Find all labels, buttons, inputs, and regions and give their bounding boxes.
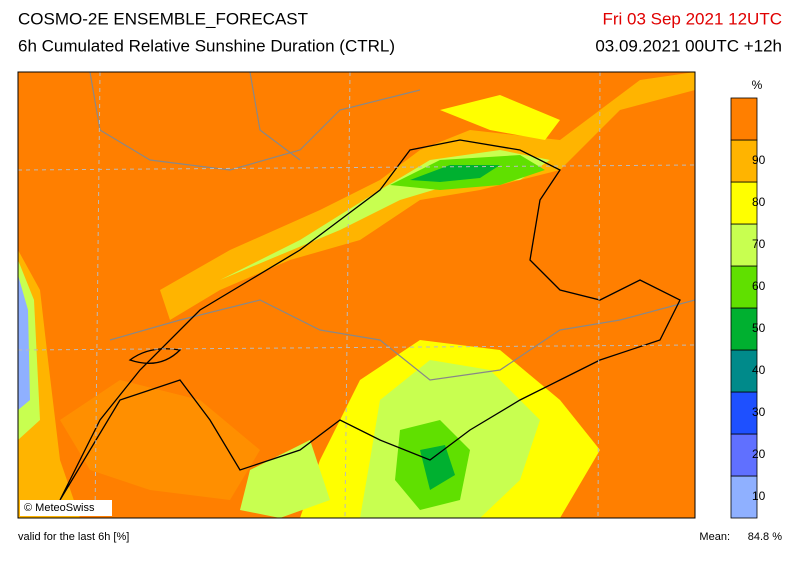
footer-note: valid for the last 6h [%] (18, 531, 129, 543)
title: COSMO-2E ENSEMBLE_FORECAST (18, 9, 308, 28)
colorbar-bin (730, 433, 758, 477)
colorbar: % 10 20 30 40 50 60 70 80 90 (730, 78, 766, 519)
colorbar-bin (730, 391, 758, 435)
colorbar-tick-label: 10 (752, 489, 766, 503)
map-credit: © MeteoSwiss (24, 502, 95, 514)
colorbar-tick-label: 40 (752, 363, 766, 377)
mean-value: 84.8 % (748, 531, 782, 543)
colorbar-bin (730, 307, 758, 351)
run-time: 03.09.2021 00UTC +12h (595, 36, 782, 55)
colorbar-tick-label: 50 (752, 321, 766, 335)
map: © MeteoSwiss (17, 71, 696, 519)
colorbar-bin (730, 97, 758, 141)
valid-time: Fri 03 Sep 2021 12UTC (602, 9, 782, 28)
colorbar-tick-label: 20 (752, 447, 766, 461)
colorbar-tick-label: 30 (752, 405, 766, 419)
colorbar-bin (730, 223, 758, 267)
colorbar-bin (730, 181, 758, 225)
colorbar-tick-label: 90 (752, 153, 766, 167)
colorbar-unit: % (752, 78, 763, 92)
colorbar-bin (730, 475, 758, 519)
colorbar-tick-label: 70 (752, 237, 766, 251)
colorbar-bin (730, 265, 758, 309)
colorbar-tick-label: 60 (752, 279, 766, 293)
colorbar-tick-label: 80 (752, 195, 766, 209)
mean-label: Mean: (699, 531, 730, 543)
subtitle: 6h Cumulated Relative Sunshine Duration … (18, 36, 395, 55)
